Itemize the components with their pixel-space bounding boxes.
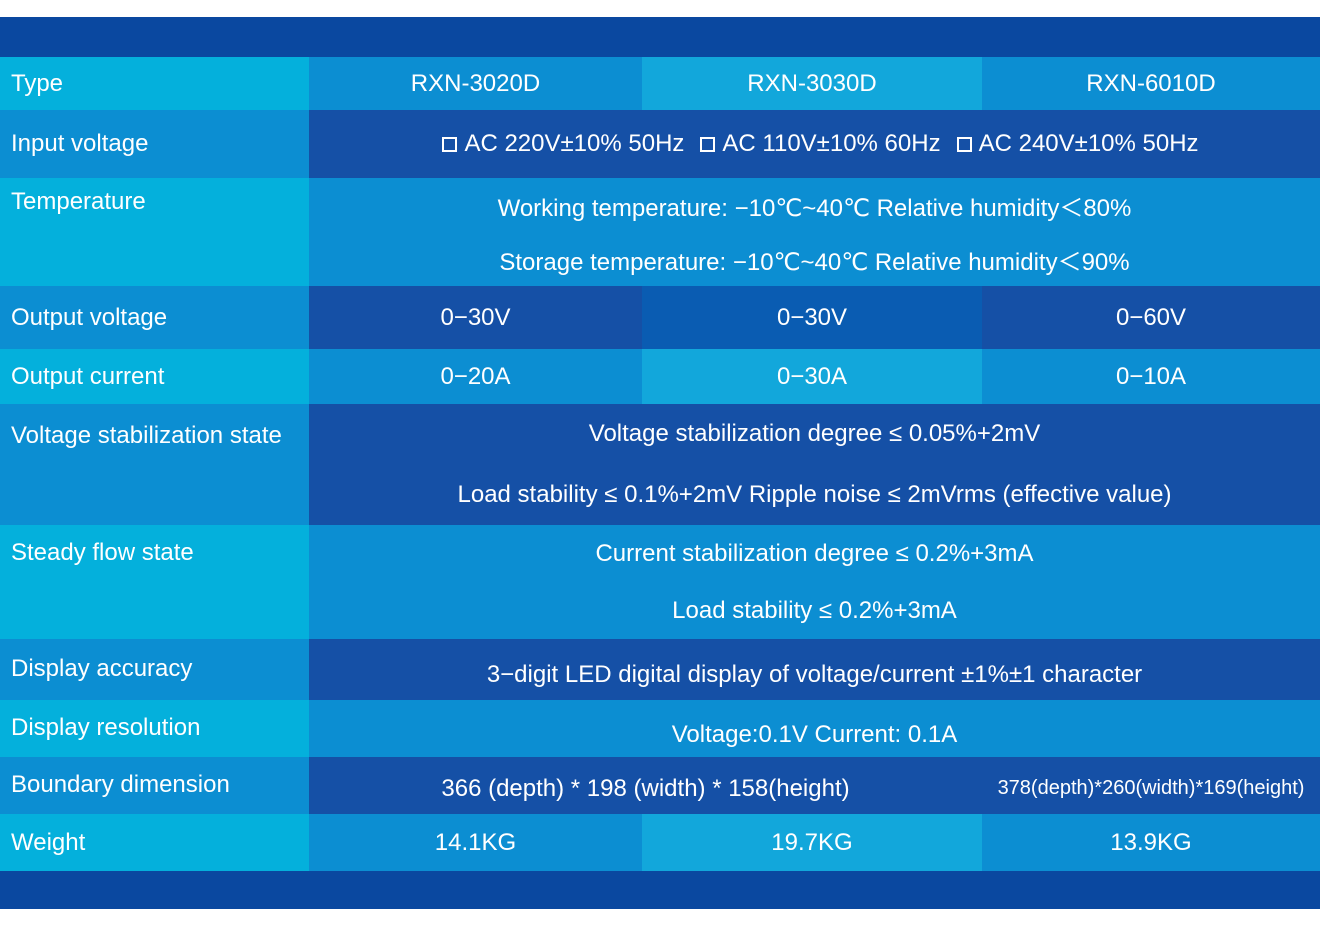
steady-flow-values: Current stabilization degree ≤ 0.2%+3mA …	[309, 525, 1320, 639]
load-stability-ripple: Load stability ≤ 0.1%+2mV Ripple noise ≤…	[457, 480, 1172, 508]
row-label: Output current	[0, 349, 309, 404]
row-output-current: Output current 0−20A 0−30A 0−10A	[0, 349, 1320, 404]
row-steady-flow: Steady flow state Current stabilization …	[0, 525, 1320, 639]
value-cell: 0−30V	[309, 286, 642, 349]
input-voltage-option[interactable]: AC 110V±10% 60Hz	[700, 130, 941, 158]
temperature-values: Working temperature: −10℃~40℃ Relative h…	[309, 178, 1320, 286]
checkbox-icon[interactable]	[956, 137, 972, 152]
value-cell: 13.9KG	[982, 814, 1320, 871]
row-weight: Weight 14.1KG 19.7KG 13.9KG	[0, 814, 1320, 871]
checkbox-icon[interactable]	[442, 137, 458, 152]
row-voltage-stabilization: Voltage stabilization state Voltage stab…	[0, 404, 1320, 525]
input-voltage-options: AC 220V±10% 50Hz AC 110V±10% 60Hz AC 240…	[309, 110, 1320, 178]
value-cell: 19.7KG	[642, 814, 982, 871]
value-cell: 0−30V	[642, 286, 982, 349]
row-label: Temperature	[0, 178, 309, 286]
row-temperature: Temperature Working temperature: −10℃~40…	[0, 178, 1320, 286]
row-label: Weight	[0, 814, 309, 871]
working-temperature: Working temperature: −10℃~40℃ Relative h…	[497, 194, 1132, 222]
value-cell: 0−60V	[982, 286, 1320, 349]
row-input-voltage: Input voltage AC 220V±10% 50Hz AC 110V±1…	[0, 110, 1320, 178]
load-stability: Load stability ≤ 0.2%+3mA	[672, 596, 957, 624]
value-cell: 14.1KG	[309, 814, 642, 871]
row-label: Display accuracy	[0, 639, 309, 700]
model-cell: RXN-6010D	[982, 57, 1320, 110]
value-cell: 0−30A	[642, 349, 982, 404]
dimension-cell: 378(depth)*260(width)*169(height)	[982, 757, 1320, 814]
row-label: Voltage stabilization state	[0, 404, 309, 525]
row-label: Type	[0, 57, 309, 110]
display-resolution-value: Voltage:0.1V Current: 0.1A	[309, 700, 1320, 757]
row-label: Output voltage	[0, 286, 309, 349]
input-voltage-option[interactable]: AC 240V±10% 50Hz	[956, 130, 1199, 158]
storage-temperature: Storage temperature: −10℃~40℃ Relative h…	[499, 248, 1130, 276]
row-label: Display resolution	[0, 700, 309, 757]
row-display-resolution: Display resolution Voltage:0.1V Current:…	[0, 700, 1320, 757]
input-voltage-option[interactable]: AC 220V±10% 50Hz	[442, 130, 684, 158]
checkbox-icon[interactable]	[700, 137, 716, 152]
display-accuracy-value: 3−digit LED digital display of voltage/c…	[309, 639, 1320, 700]
row-label: Boundary dimension	[0, 757, 309, 814]
row-label: Input voltage	[0, 110, 309, 178]
row-boundary-dimension: Boundary dimension 366 (depth) * 198 (wi…	[0, 757, 1320, 814]
row-display-accuracy: Display accuracy 3−digit LED digital dis…	[0, 639, 1320, 700]
model-cell: RXN-3020D	[309, 57, 642, 110]
model-cell: RXN-3030D	[642, 57, 982, 110]
voltage-stabilization-values: Voltage stabilization degree ≤ 0.05%+2mV…	[309, 404, 1320, 525]
row-label: Steady flow state	[0, 525, 309, 639]
voltage-stabilization-degree: Voltage stabilization degree ≤ 0.05%+2mV	[588, 420, 1041, 448]
row-output-voltage: Output voltage 0−30V 0−30V 0−60V	[0, 286, 1320, 349]
row-type: Type RXN-3020D RXN-3030D RXN-6010D	[0, 57, 1320, 110]
value-cell: 0−10A	[982, 349, 1320, 404]
current-stabilization-degree: Current stabilization degree ≤ 0.2%+3mA	[595, 539, 1034, 567]
value-cell: 0−20A	[309, 349, 642, 404]
dimension-cell: 366 (depth) * 198 (width) * 158(height)	[309, 757, 982, 814]
